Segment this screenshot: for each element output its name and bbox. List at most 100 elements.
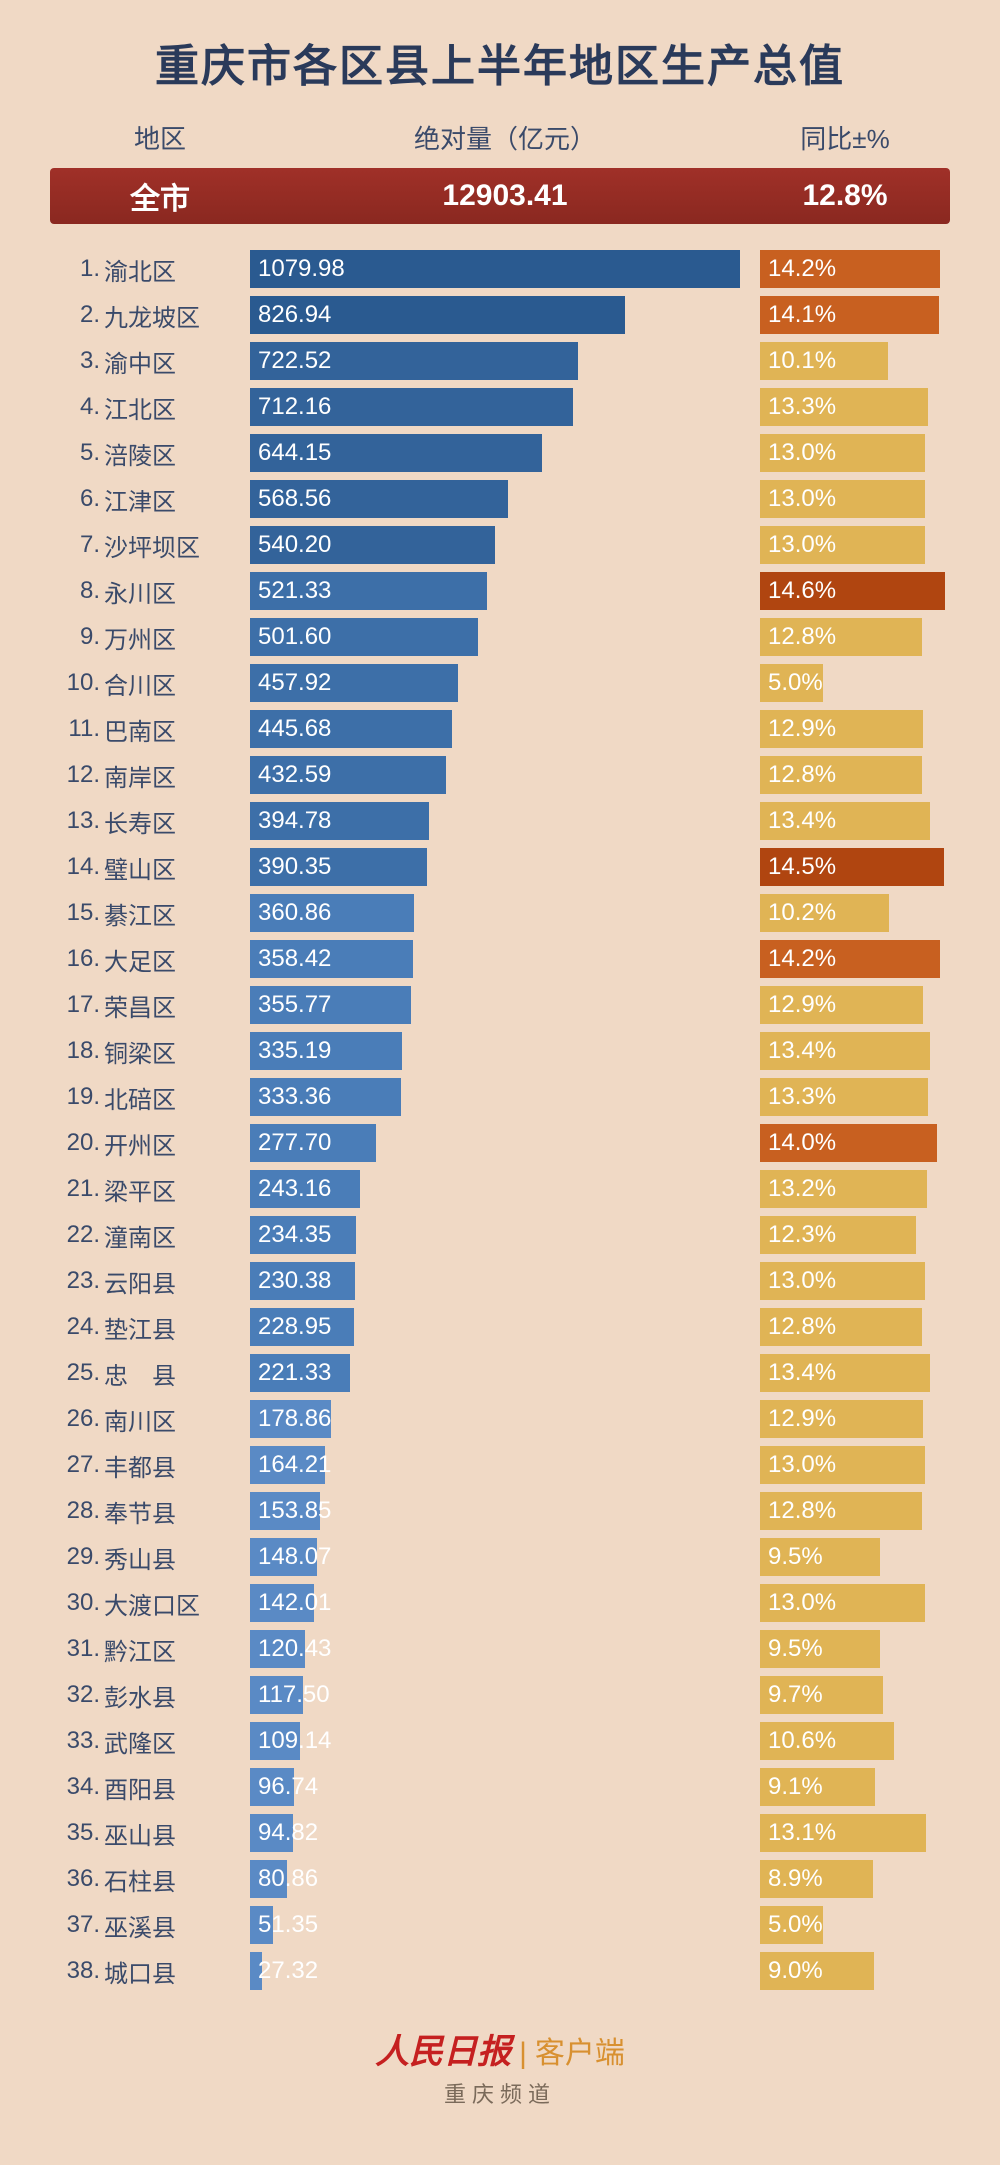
growth-label: 13.0% [768, 485, 836, 513]
table-row: 19.北碚区333.3613.3% [50, 1074, 950, 1120]
value-label: 234.35 [258, 1221, 331, 1249]
growth-label: 10.2% [768, 899, 836, 927]
growth-label: 12.8% [768, 623, 836, 651]
rank-value: 26. [50, 1405, 104, 1433]
table-row: 29.秀山县148.079.5% [50, 1534, 950, 1580]
table-row: 34.酉阳县96.74 9.1% [50, 1764, 950, 1810]
rank-value: 9. [50, 623, 104, 651]
growth-label: 13.3% [768, 393, 836, 421]
region-name: 秀山县 [104, 1540, 250, 1575]
growth-bar-cell: 12.9% [760, 1400, 950, 1438]
region-name: 江津区 [104, 482, 250, 517]
region-name: 酉阳县 [104, 1770, 250, 1805]
region-name: 铜梁区 [104, 1034, 250, 1069]
growth-bar-cell: 5.0% [760, 664, 950, 702]
value-bar-cell: 164.21 [250, 1446, 740, 1484]
value-label: 51.35 [258, 1911, 318, 1939]
growth-label: 13.4% [768, 807, 836, 835]
growth-label: 9.1% [768, 1773, 823, 1801]
rank-value: 24. [50, 1313, 104, 1341]
growth-bar-cell: 13.2% [760, 1170, 950, 1208]
growth-label: 5.0% [768, 1911, 823, 1939]
value-label: 390.35 [258, 853, 331, 881]
growth-label: 13.0% [768, 531, 836, 559]
growth-bar-cell: 13.0% [760, 1584, 950, 1622]
growth-bar-cell: 14.1% [760, 296, 950, 334]
growth-bar-cell: 5.0% [760, 1906, 950, 1944]
table-row: 2.九龙坡区826.9414.1% [50, 292, 950, 338]
growth-label: 13.4% [768, 1359, 836, 1387]
value-label: 117.50 [258, 1681, 330, 1709]
value-bar-cell: 358.42 [250, 940, 740, 978]
rank-value: 12. [50, 761, 104, 789]
rank-value: 5. [50, 439, 104, 467]
growth-bar-cell: 14.5% [760, 848, 950, 886]
growth-bar-cell: 12.8% [760, 618, 950, 656]
growth-label: 8.9% [768, 1865, 823, 1893]
region-name: 黔江区 [104, 1632, 250, 1667]
value-label: 568.56 [258, 485, 331, 513]
growth-bar-cell: 14.6% [760, 572, 950, 610]
table-row: 30.大渡口区142.0113.0% [50, 1580, 950, 1626]
region-name: 江北区 [104, 390, 250, 425]
value-label: 355.77 [258, 991, 331, 1019]
growth-label: 12.9% [768, 715, 836, 743]
growth-bar-cell: 9.5% [760, 1538, 950, 1576]
value-bar-cell: 335.19 [250, 1032, 740, 1070]
rank-value: 30. [50, 1589, 104, 1617]
table-row: 32.彭水县117.509.7% [50, 1672, 950, 1718]
growth-bar-cell: 14.2% [760, 250, 950, 288]
region-name: 九龙坡区 [104, 298, 250, 333]
region-name: 巫山县 [104, 1816, 250, 1851]
rank-value: 20. [50, 1129, 104, 1157]
table-row: 21.梁平区243.1613.2% [50, 1166, 950, 1212]
value-bar-cell: 540.20 [250, 526, 740, 564]
growth-label: 13.0% [768, 1267, 836, 1295]
region-name: 垫江县 [104, 1310, 250, 1345]
value-bar-cell: 221.33 [250, 1354, 740, 1392]
growth-label: 13.0% [768, 1451, 836, 1479]
rank-value: 38. [50, 1957, 104, 1985]
rank-value: 34. [50, 1773, 104, 1801]
region-name: 荣昌区 [104, 988, 250, 1023]
value-label: 1079.98 [258, 255, 345, 283]
value-bar-cell: 355.77 [250, 986, 740, 1024]
value-bar-cell: 94.82 [250, 1814, 740, 1852]
table-row: 5.涪陵区644.1513.0% [50, 430, 950, 476]
value-bar-cell: 277.70 [250, 1124, 740, 1162]
value-label: 457.92 [258, 669, 331, 697]
value-label: 148.07 [258, 1543, 331, 1571]
table-row: 16.大足区358.4214.2% [50, 936, 950, 982]
region-name: 武隆区 [104, 1724, 250, 1759]
value-label: 826.94 [258, 301, 331, 329]
value-label: 394.78 [258, 807, 331, 835]
growth-label: 13.0% [768, 439, 836, 467]
growth-label: 13.2% [768, 1175, 836, 1203]
value-bar-cell: 457.92 [250, 664, 740, 702]
value-bar-cell: 96.74 [250, 1768, 740, 1806]
growth-label: 9.5% [768, 1543, 823, 1571]
value-bar-cell: 120.43 [250, 1630, 740, 1668]
rank-value: 6. [50, 485, 104, 513]
growth-bar-cell: 12.3% [760, 1216, 950, 1254]
region-name: 云阳县 [104, 1264, 250, 1299]
value-label: 164.21 [258, 1451, 331, 1479]
table-row: 12.南岸区432.5912.8% [50, 752, 950, 798]
value-label: 445.68 [258, 715, 331, 743]
value-bar-cell: 445.68 [250, 710, 740, 748]
value-label: 333.36 [258, 1083, 331, 1111]
region-name: 丰都县 [104, 1448, 250, 1483]
rank-value: 33. [50, 1727, 104, 1755]
growth-bar-cell: 8.9% [760, 1860, 950, 1898]
value-label: 109.14 [258, 1727, 331, 1755]
region-name: 彭水县 [104, 1678, 250, 1713]
value-label: 228.95 [258, 1313, 331, 1341]
value-label: 360.86 [258, 899, 331, 927]
value-bar-cell: 1079.98 [250, 250, 740, 288]
footer-client: 客户端 [535, 2037, 625, 2070]
growth-bar-cell: 12.8% [760, 1308, 950, 1346]
growth-bar-cell: 13.4% [760, 802, 950, 840]
rank-value: 22. [50, 1221, 104, 1249]
region-name: 潼南区 [104, 1218, 250, 1253]
growth-label: 12.9% [768, 1405, 836, 1433]
